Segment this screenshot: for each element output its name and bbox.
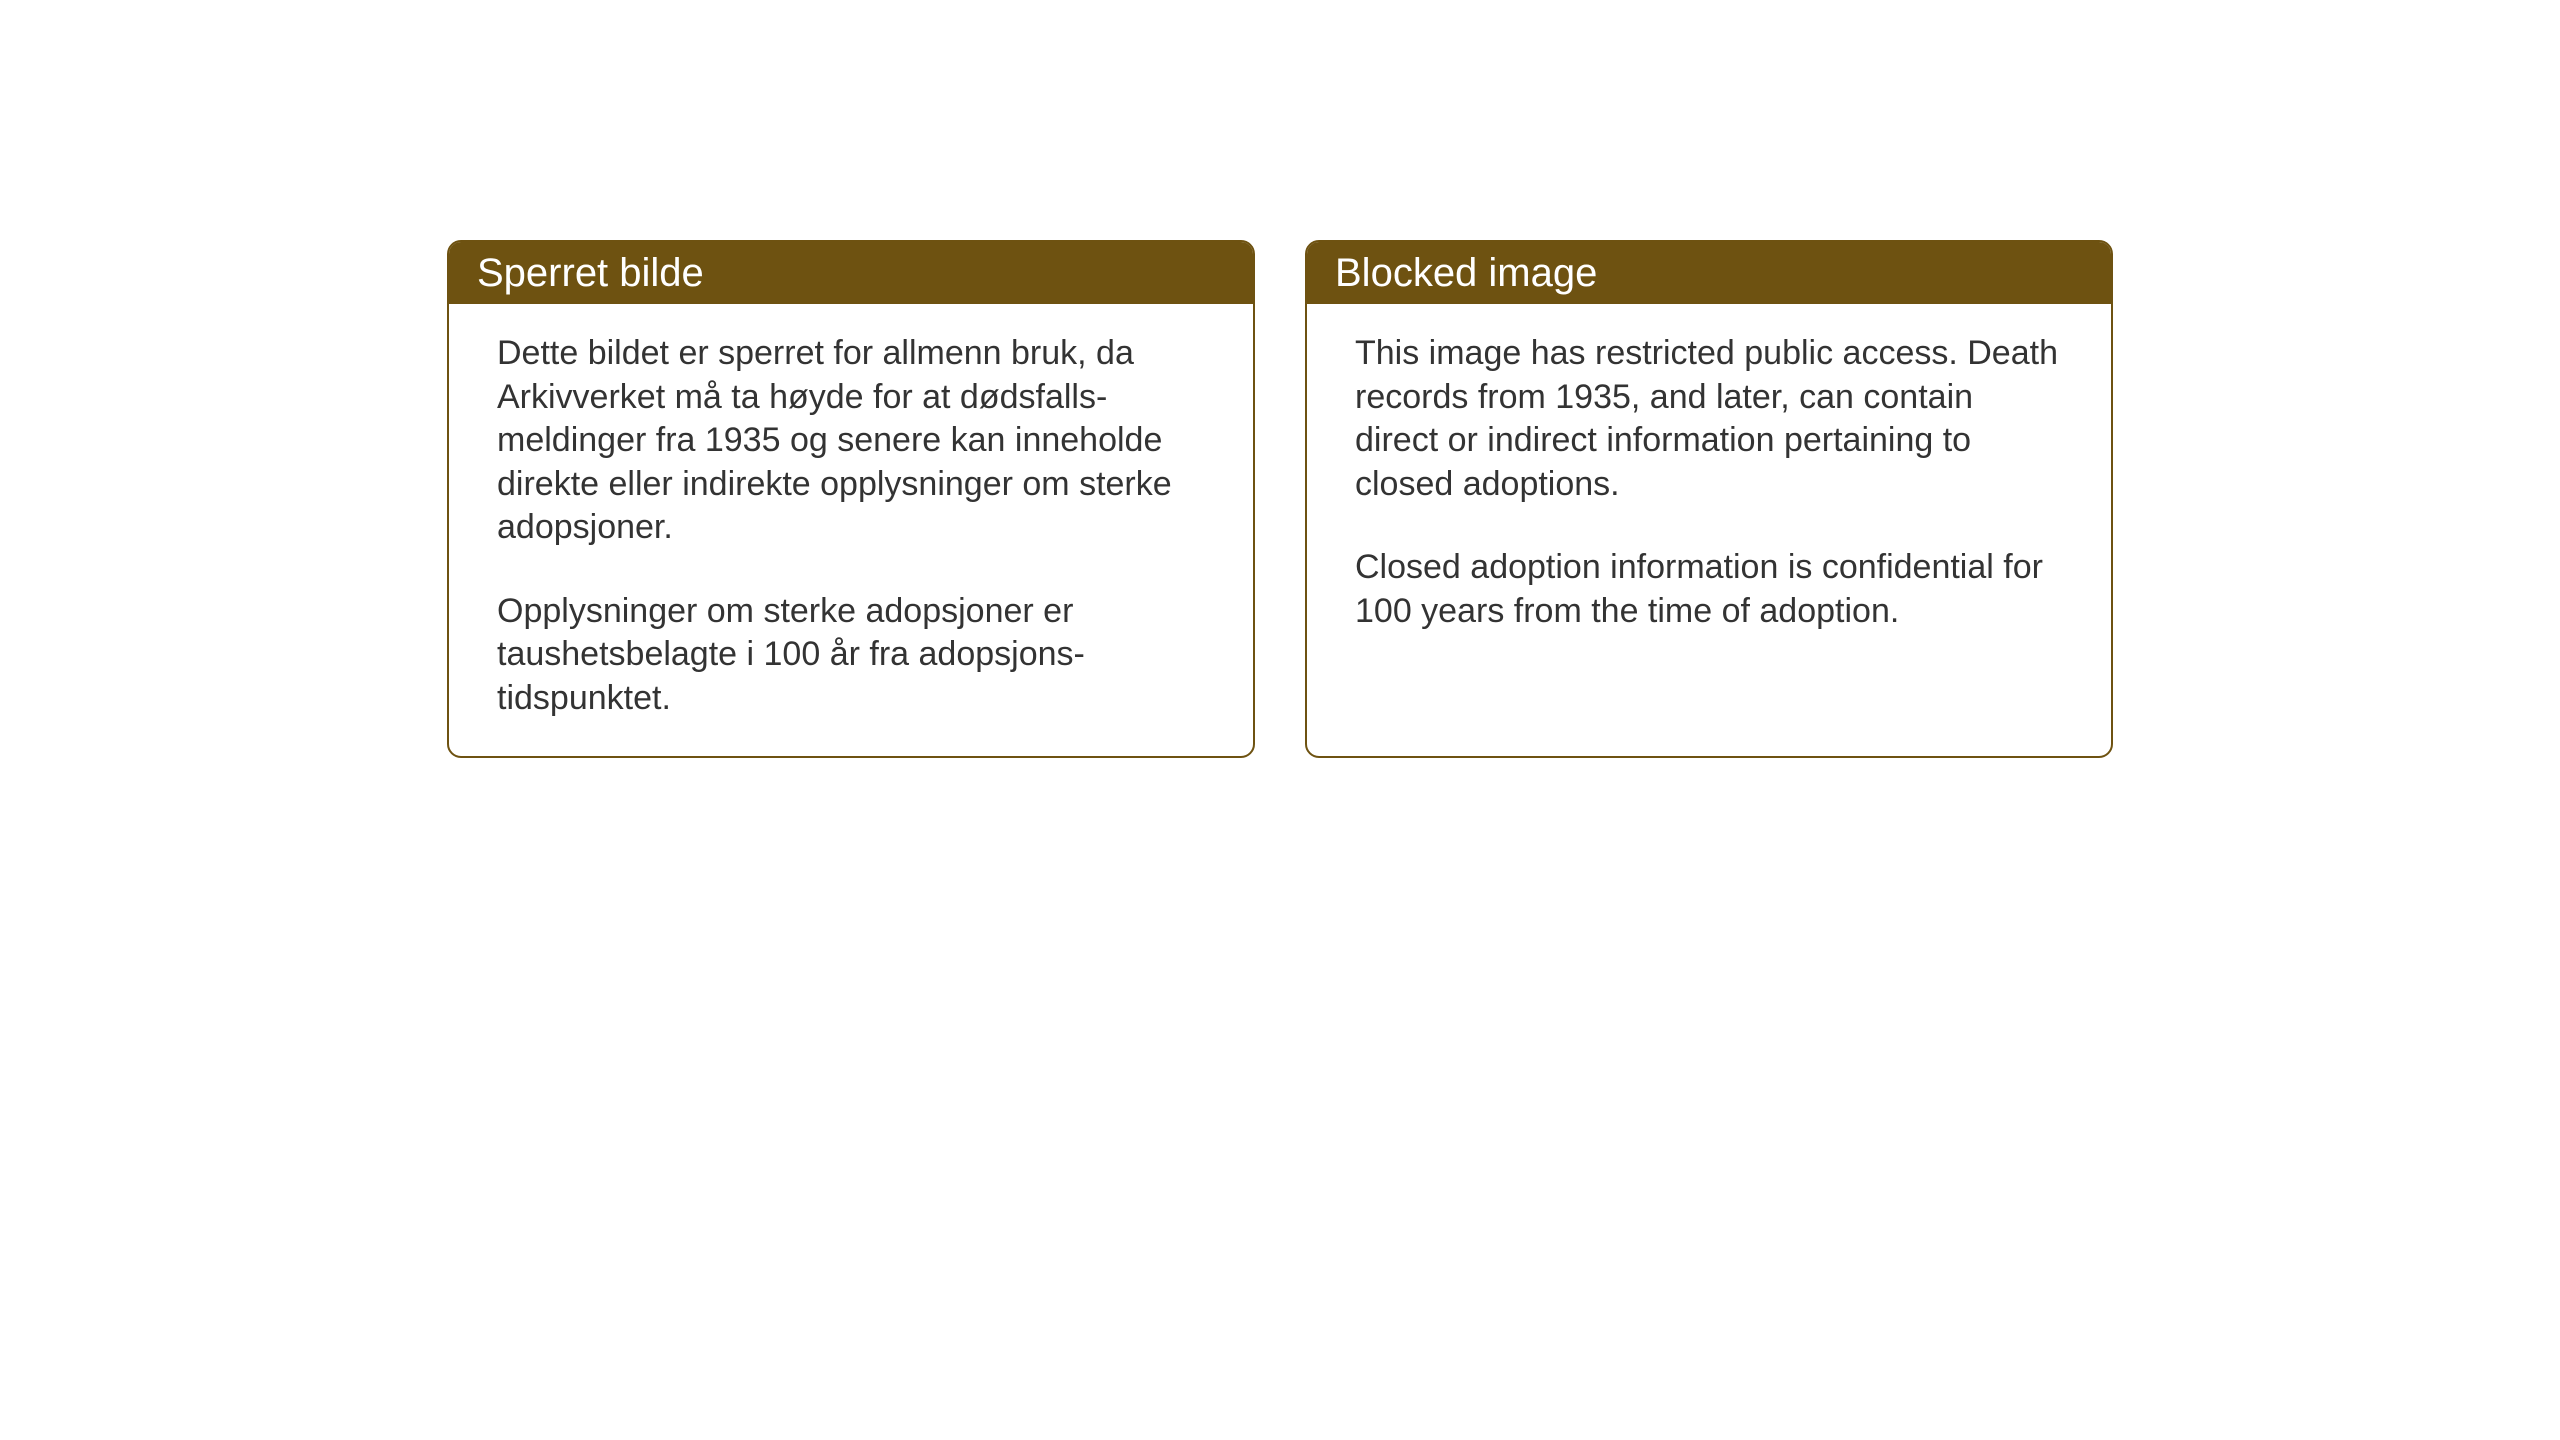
card-header-english: Blocked image xyxy=(1307,242,2111,304)
card-body-english: This image has restricted public access.… xyxy=(1307,304,2111,747)
card-paragraph-2-norwegian: Opplysninger om sterke adopsjoner er tau… xyxy=(497,590,1205,721)
card-title-norwegian: Sperret bilde xyxy=(477,251,704,296)
notice-container: Sperret bilde Dette bildet er sperret fo… xyxy=(447,240,2113,758)
card-paragraph-2-english: Closed adoption information is confident… xyxy=(1355,546,2063,633)
notice-card-english: Blocked image This image has restricted … xyxy=(1305,240,2113,758)
card-title-english: Blocked image xyxy=(1335,251,1597,296)
card-paragraph-1-english: This image has restricted public access.… xyxy=(1355,332,2063,506)
card-paragraph-1-norwegian: Dette bildet er sperret for allmenn bruk… xyxy=(497,332,1205,550)
card-body-norwegian: Dette bildet er sperret for allmenn bruk… xyxy=(449,304,1253,756)
notice-card-norwegian: Sperret bilde Dette bildet er sperret fo… xyxy=(447,240,1255,758)
card-header-norwegian: Sperret bilde xyxy=(449,242,1253,304)
